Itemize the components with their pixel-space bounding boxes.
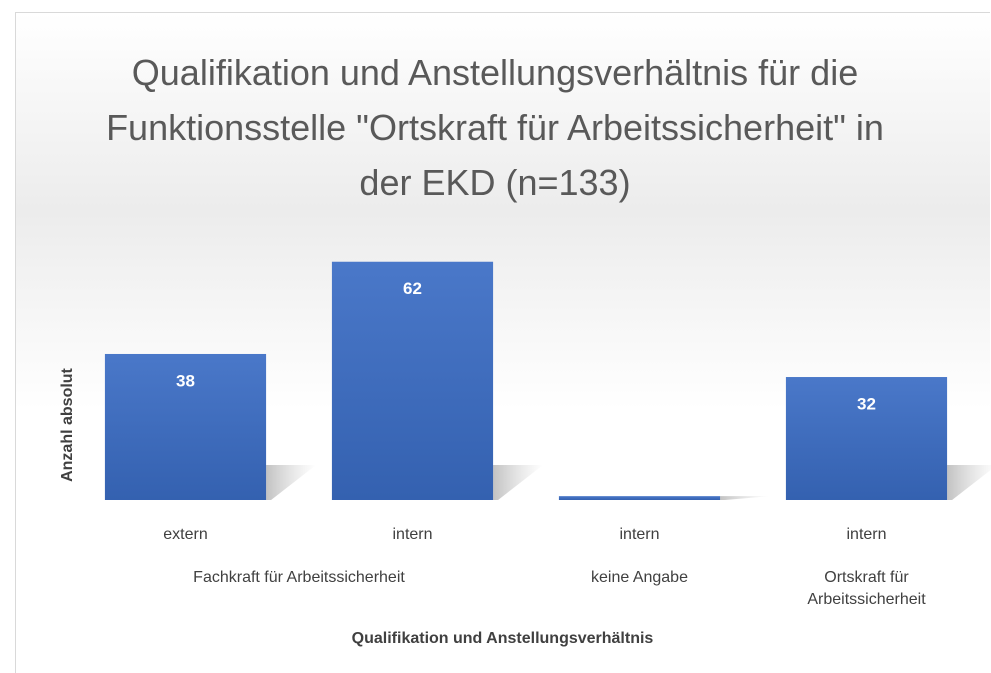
- data-label: 1: [635, 514, 644, 533]
- group-label: Ortskraft für Arbeitssicherheit: [807, 569, 926, 608]
- chart-title: Qualifikation und Anstellungsverhältnis …: [106, 52, 884, 203]
- data-label: 62: [403, 279, 422, 298]
- y-axis-title: Anzahl absolut: [59, 368, 76, 482]
- bar-shadow: [720, 496, 771, 500]
- data-label: 38: [176, 371, 195, 390]
- group-label: keine Angabe: [591, 569, 688, 586]
- bar-shadow: [266, 465, 317, 500]
- bar: [104, 353, 267, 500]
- group-label: Fachkraft für Arbeitssicherheit: [193, 569, 405, 586]
- chart-area: [15, 12, 990, 673]
- x-axis-title: Qualifikation und Anstellungsverhältnis: [351, 630, 654, 647]
- bar-shadow: [493, 465, 544, 500]
- bar-shadow: [947, 465, 991, 500]
- x-tick-label: extern: [163, 526, 208, 543]
- bar: [331, 261, 494, 500]
- x-tick-label: intern: [392, 526, 433, 543]
- x-tick-label: intern: [846, 526, 887, 543]
- bar: [785, 377, 948, 500]
- x-tick-label: intern: [619, 526, 660, 543]
- bar: [558, 496, 721, 500]
- data-label: 32: [857, 395, 876, 414]
